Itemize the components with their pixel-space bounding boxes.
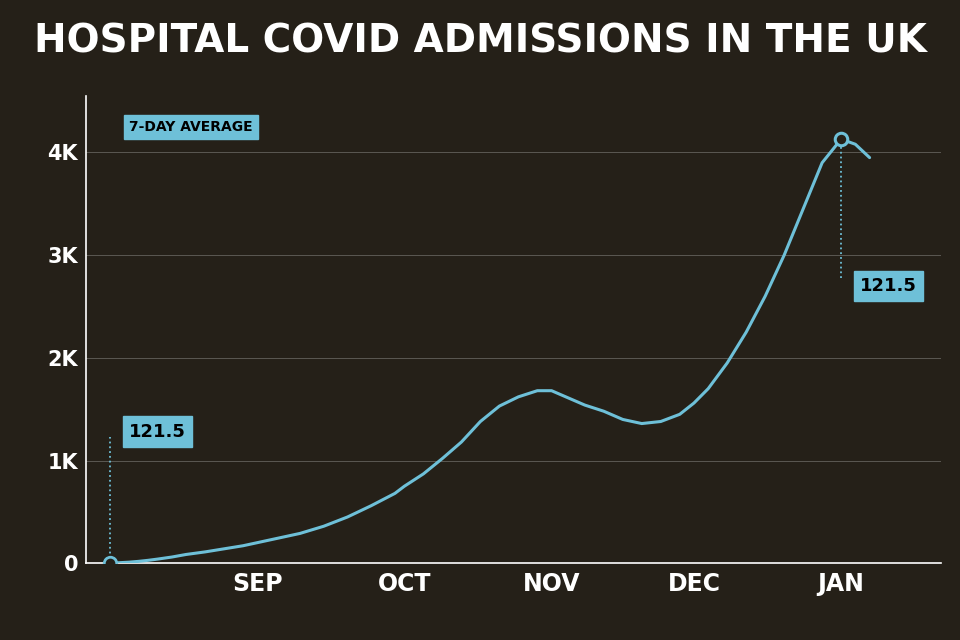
Text: 7-DAY AVERAGE: 7-DAY AVERAGE bbox=[129, 120, 252, 134]
Text: HOSPITAL COVID ADMISSIONS IN THE UK: HOSPITAL COVID ADMISSIONS IN THE UK bbox=[34, 22, 926, 61]
Text: 121.5: 121.5 bbox=[860, 277, 917, 295]
Text: 121.5: 121.5 bbox=[129, 423, 186, 441]
